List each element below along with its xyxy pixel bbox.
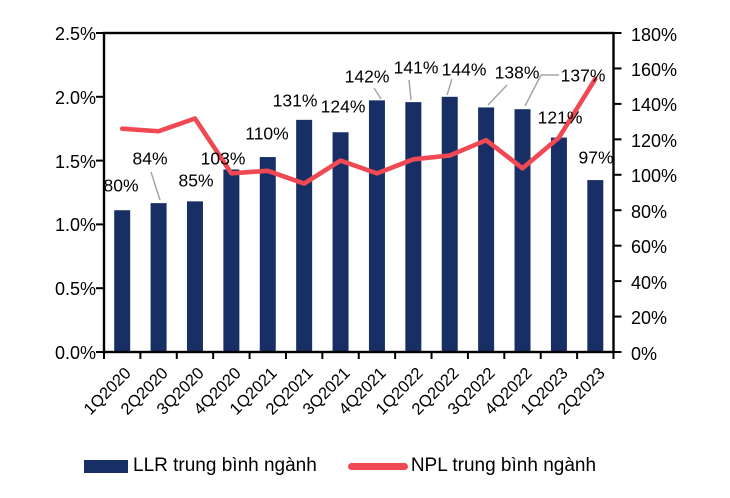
bar-1Q2022 <box>405 102 422 352</box>
label-leader-line <box>373 87 382 100</box>
bar-1Q2023 <box>550 137 567 352</box>
legend-item-llr: LLR trung bình ngành <box>84 455 317 477</box>
npl-line-swatch-icon <box>347 462 408 470</box>
label-leader-line <box>150 171 161 201</box>
bar-4Q2022 <box>514 109 531 352</box>
bar-3Q2022 <box>478 107 495 352</box>
bar-4Q2021 <box>368 100 385 352</box>
bar-3Q2020 <box>186 201 203 352</box>
bar-4Q2020 <box>223 169 240 352</box>
legend: LLR trung bình ngành NPL trung bình ngàn… <box>84 455 596 477</box>
npl-line-series <box>119 76 598 186</box>
llr-legend-label: LLR trung bình ngành <box>133 455 317 476</box>
label-leader-line <box>487 84 508 106</box>
llr-bar-swatch-icon <box>84 459 128 473</box>
bar-2Q2020 <box>150 203 167 352</box>
bar-2Q2021 <box>296 119 313 352</box>
bar-2Q2023 <box>587 180 604 352</box>
label-leader-line <box>446 78 453 96</box>
label-leader-line <box>524 74 559 107</box>
bar-3Q2021 <box>332 132 349 352</box>
bar-2Q2022 <box>441 96 458 352</box>
bar-1Q2020 <box>114 210 131 352</box>
npl-legend-label: NPL trung bình ngành <box>410 455 597 476</box>
axis-frame <box>102 31 615 354</box>
label-leader-line <box>408 79 412 101</box>
bar-1Q2021 <box>259 157 276 352</box>
legend-item-npl: NPL trung bình ngành <box>347 455 597 477</box>
